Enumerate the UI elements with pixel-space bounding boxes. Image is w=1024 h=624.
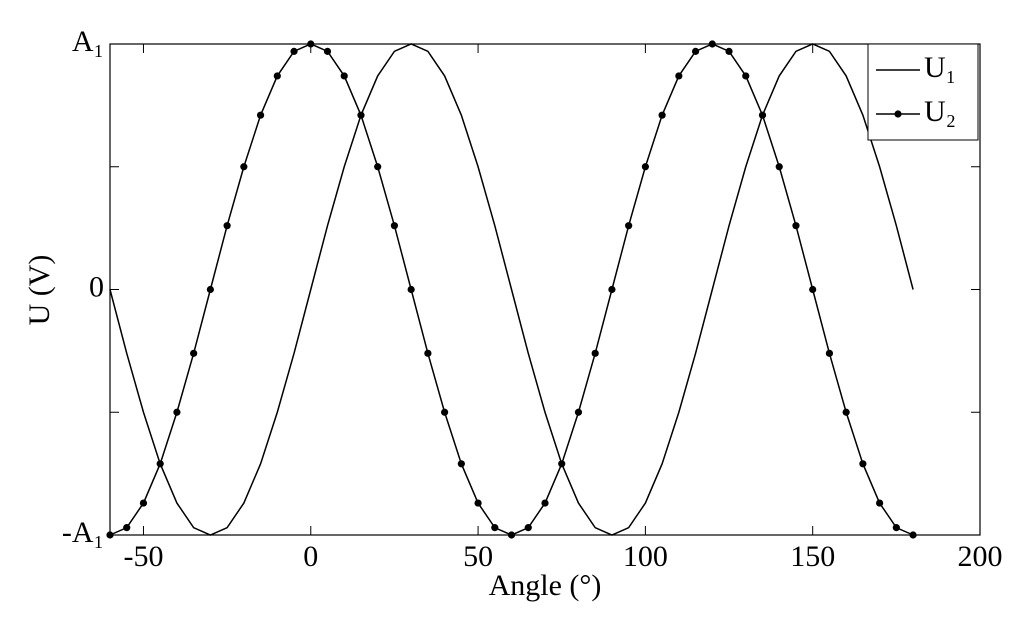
data-point — [173, 408, 181, 416]
data-point — [206, 285, 214, 294]
x-tick-label: 200 — [958, 540, 1003, 573]
data-point — [474, 499, 482, 507]
x-tick-label: 50 — [463, 540, 493, 573]
data-point — [876, 499, 884, 507]
data-point — [859, 460, 867, 468]
data-point — [273, 72, 281, 80]
data-point — [357, 111, 365, 119]
data-point — [909, 531, 917, 539]
data-point — [658, 111, 666, 119]
legend-label: U₁ — [924, 51, 956, 84]
data-point — [240, 163, 248, 171]
data-point — [742, 72, 750, 80]
data-point — [792, 222, 800, 230]
data-point — [675, 72, 683, 80]
data-point — [641, 163, 649, 171]
data-point — [708, 40, 716, 48]
x-tick-label: -50 — [123, 540, 163, 573]
y-axis-label: U (V) — [23, 255, 56, 326]
data-point — [123, 524, 131, 532]
data-point — [407, 285, 415, 294]
x-tick-label: 150 — [790, 540, 835, 573]
data-point — [591, 349, 599, 357]
data-point — [558, 460, 566, 468]
data-point — [106, 531, 114, 539]
data-point — [223, 222, 231, 230]
data-point — [457, 460, 465, 468]
data-point — [725, 47, 733, 55]
data-point — [139, 499, 148, 507]
data-point — [842, 408, 850, 416]
data-point — [809, 285, 817, 294]
legend-marker — [894, 110, 902, 118]
y-tick-label: -A₁ — [62, 516, 104, 549]
data-point — [892, 524, 900, 532]
data-point — [691, 47, 700, 55]
data-point — [323, 47, 332, 55]
data-point — [390, 222, 399, 230]
data-point — [541, 499, 549, 507]
data-point — [374, 163, 382, 171]
data-point — [625, 222, 633, 230]
data-point — [608, 285, 616, 294]
data-point — [190, 349, 198, 357]
x-axis-label: Angle (°) — [489, 569, 602, 602]
data-point — [507, 531, 516, 539]
data-point — [825, 349, 834, 357]
data-point — [758, 111, 767, 119]
y-tick-label: 0 — [89, 270, 104, 303]
data-point — [307, 40, 315, 48]
data-point — [491, 524, 499, 532]
data-point — [775, 163, 783, 171]
data-point — [424, 349, 432, 357]
legend-box — [867, 43, 979, 141]
data-point — [524, 524, 532, 532]
data-point — [574, 408, 583, 416]
data-point — [340, 72, 348, 80]
data-point — [441, 408, 449, 416]
data-point — [256, 111, 265, 119]
series-line — [109, 43, 914, 536]
legend-label: U₂ — [924, 95, 956, 128]
data-point — [290, 47, 298, 55]
x-tick-label: 100 — [623, 540, 668, 573]
x-tick-label: 0 — [303, 540, 318, 573]
y-tick-label: A₁ — [72, 25, 104, 58]
data-point — [156, 460, 164, 468]
